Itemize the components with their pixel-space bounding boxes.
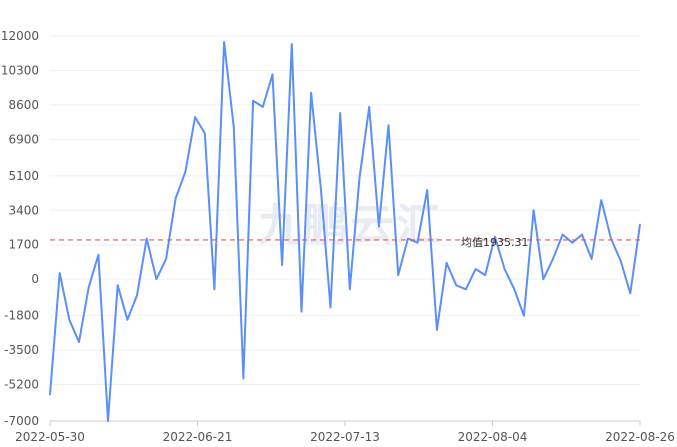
data-point xyxy=(436,329,438,331)
data-point xyxy=(552,258,554,260)
data-point xyxy=(300,310,303,313)
data-point xyxy=(600,199,603,201)
data-point xyxy=(581,233,583,236)
data-point xyxy=(368,106,370,108)
x-axis: 2022-05-30 2022-06-21 2022-07-13 2022-08-04… xyxy=(15,420,675,444)
watermark: 九鹏云汇 xyxy=(258,200,442,251)
data-point xyxy=(426,189,429,191)
data-point xyxy=(184,170,187,173)
data-point xyxy=(213,288,216,291)
data-point xyxy=(590,258,593,260)
mean-line-group: 均值1935.31 xyxy=(50,236,640,249)
data-point xyxy=(126,318,129,321)
data-point xyxy=(58,272,61,274)
data-point xyxy=(561,233,564,236)
data-point xyxy=(387,124,390,126)
data-point xyxy=(484,274,487,276)
series-layer xyxy=(49,41,641,422)
data-point xyxy=(107,420,109,422)
y-tick-label: 0 xyxy=(31,272,39,286)
data-point xyxy=(378,225,380,228)
data-point xyxy=(223,41,225,43)
data-point xyxy=(68,318,71,321)
x-tick-label: 2022-07-13 xyxy=(310,430,380,444)
data-point xyxy=(232,126,235,128)
data-point xyxy=(455,284,458,287)
y-tick-label: 3400 xyxy=(8,203,39,217)
data-point xyxy=(203,132,206,135)
series-line-0 xyxy=(49,41,641,422)
data-point xyxy=(252,100,254,102)
data-point xyxy=(97,254,100,256)
data-point xyxy=(155,278,158,280)
y-tick-label: 6900 xyxy=(8,132,39,146)
data-point xyxy=(87,286,90,289)
data-point xyxy=(320,187,322,189)
x-tick-label: 2022-08-26 xyxy=(605,430,675,444)
data-point xyxy=(174,197,177,199)
data-point xyxy=(532,209,535,212)
data-point xyxy=(261,106,264,108)
data-point xyxy=(523,314,525,317)
data-point xyxy=(619,260,622,262)
data-point xyxy=(397,274,399,276)
data-point xyxy=(194,116,196,118)
data-point xyxy=(291,43,293,45)
data-point xyxy=(465,288,467,291)
y-axis: 12000 10300 8600 6900 5100 3400 1700 0 -1800 -350… xyxy=(1,29,39,428)
data-point xyxy=(145,237,148,240)
data-point xyxy=(49,393,51,396)
data-point xyxy=(349,288,351,291)
data-point xyxy=(136,294,138,297)
data-point xyxy=(494,235,496,238)
data-point xyxy=(116,284,119,287)
data-point xyxy=(571,241,574,244)
x-tick-label: 2022-08-04 xyxy=(458,430,528,444)
data-point xyxy=(542,278,545,280)
data-point xyxy=(329,306,332,309)
mean-line-label: 均值1935.31 xyxy=(461,236,529,249)
y-tick-label: -3500 xyxy=(4,343,39,357)
data-point xyxy=(610,237,612,240)
x-tick-label: 2022-06-21 xyxy=(163,430,233,444)
data-point xyxy=(78,341,80,343)
y-tick-label: 10300 xyxy=(1,63,39,77)
x-tick-label: 2022-05-30 xyxy=(15,430,85,444)
y-tick-label: -7000 xyxy=(4,414,39,428)
data-point xyxy=(639,223,641,226)
y-tick-label: 5100 xyxy=(8,169,39,183)
data-point xyxy=(242,377,245,380)
data-point xyxy=(310,91,312,94)
data-point xyxy=(407,237,409,240)
y-tick-label: -1800 xyxy=(4,309,39,323)
y-tick-label: 1700 xyxy=(8,238,39,252)
data-point xyxy=(629,292,632,295)
data-point xyxy=(474,268,477,270)
data-point xyxy=(416,241,419,244)
y-tick-label: -5200 xyxy=(4,378,39,392)
y-tick-label: 12000 xyxy=(1,29,39,43)
y-tick-label: 8600 xyxy=(8,98,39,112)
data-point xyxy=(445,262,448,264)
data-point xyxy=(271,73,274,76)
data-point xyxy=(503,268,506,270)
data-point xyxy=(281,264,283,266)
data-point xyxy=(165,258,167,260)
data-point xyxy=(339,112,341,114)
data-point xyxy=(513,288,516,291)
data-point xyxy=(358,177,361,179)
